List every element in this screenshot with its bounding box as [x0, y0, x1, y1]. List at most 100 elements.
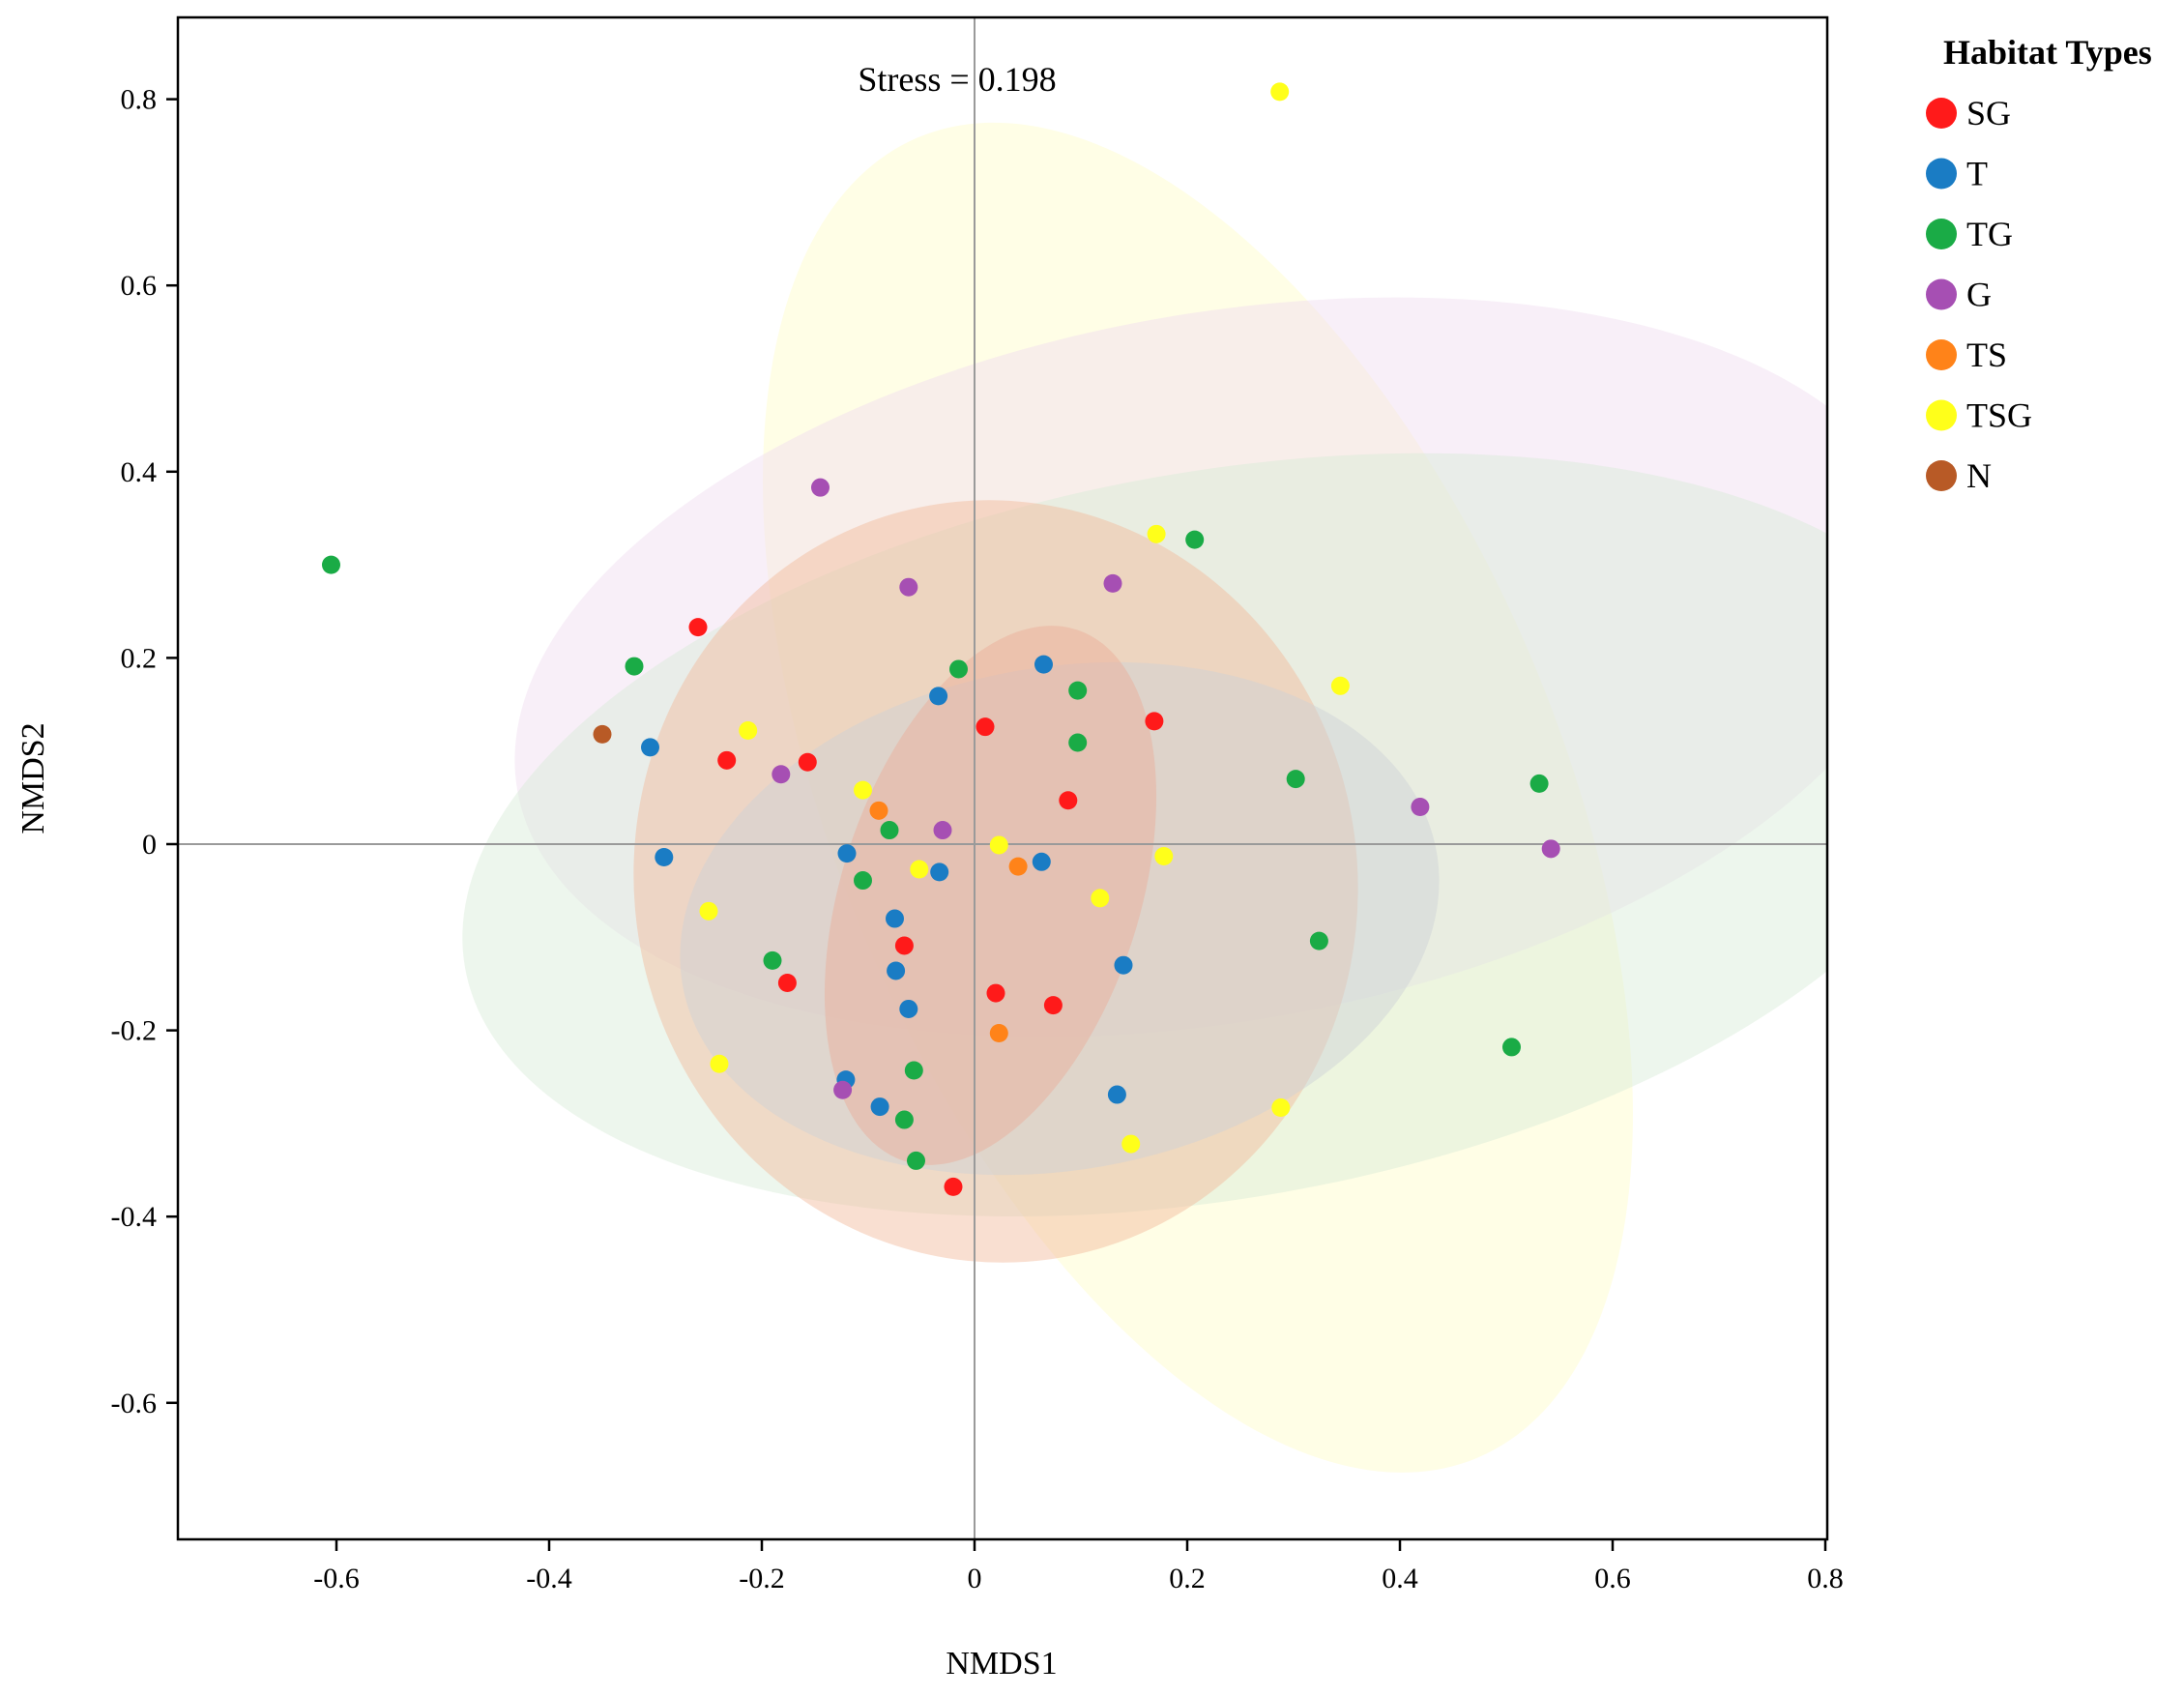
legend-label: T: [1966, 155, 1988, 193]
ellipse-sg: [824, 626, 1157, 1165]
y-tick-label: 0: [142, 829, 157, 861]
point-ts: [989, 1023, 1008, 1042]
point-sg: [798, 752, 817, 772]
point-t: [655, 847, 674, 866]
point-ts: [869, 801, 888, 820]
legend-item-sg: SG: [1926, 94, 2011, 132]
legend-marker: [1926, 399, 1957, 431]
point-sg: [1043, 996, 1063, 1015]
legend-marker: [1926, 460, 1957, 491]
point-tg: [1502, 1038, 1521, 1057]
point-n: [593, 724, 612, 744]
point-t: [930, 863, 949, 882]
ellipse-tg: [462, 453, 1827, 1216]
ellipse-g: [514, 297, 1827, 1038]
point-t: [886, 909, 904, 928]
legend-marker: [1926, 98, 1957, 129]
point-tg: [1068, 681, 1088, 700]
point-tg: [1309, 931, 1328, 950]
x-tick-label: -0.2: [739, 1563, 785, 1594]
point-sg: [777, 973, 797, 992]
x-tick-label: 0.6: [1594, 1563, 1631, 1594]
point-tsg: [710, 1054, 729, 1073]
point-sg: [1059, 791, 1078, 810]
y-tick-label: 0.6: [121, 270, 158, 302]
x-tick-label: -0.4: [526, 1563, 572, 1594]
point-g: [772, 765, 791, 784]
point-tg: [763, 950, 782, 970]
plot-frame: [176, 15, 1829, 1541]
point-t: [887, 961, 906, 980]
point-tsg: [1154, 847, 1174, 866]
y-tick-label: 0.8: [121, 84, 158, 116]
point-g: [933, 821, 952, 840]
legend-label: TS: [1966, 336, 2007, 374]
point-g: [833, 1080, 853, 1099]
y-axis-title: NMDS2: [15, 722, 51, 833]
point-tsg: [989, 835, 1008, 855]
point-tg: [1068, 733, 1088, 752]
point-tsg: [1271, 1098, 1291, 1118]
legend-marker: [1926, 219, 1957, 249]
confidence-ellipses: [462, 122, 1827, 1473]
legend-title: Habitat Types: [1943, 33, 2152, 72]
point-g: [1411, 797, 1430, 816]
legend-marker: [1926, 278, 1957, 310]
point-g: [1541, 839, 1560, 859]
y-tick-label: 0.4: [121, 456, 158, 488]
point-tsg: [739, 721, 758, 741]
point-t: [1114, 955, 1133, 975]
point-tg: [904, 1061, 923, 1080]
legend-marker: [1926, 339, 1957, 370]
point-sg: [976, 717, 995, 737]
point-t: [870, 1097, 889, 1117]
point-t: [929, 687, 948, 706]
point-tsg: [1330, 676, 1350, 695]
point-t: [1034, 655, 1053, 674]
x-tick-label: -0.6: [313, 1563, 360, 1594]
point-t: [641, 738, 659, 757]
x-axis-title: NMDS1: [946, 1646, 1057, 1681]
point-g: [899, 577, 918, 597]
legend-item-tg: TG: [1926, 215, 2013, 253]
point-g: [1103, 573, 1122, 593]
legend-item-g: G: [1926, 276, 1992, 314]
point-sg: [894, 936, 914, 955]
y-tick-label: -0.2: [111, 1015, 158, 1047]
point-tsg: [1147, 524, 1166, 543]
x-tick-label: 0: [968, 1563, 982, 1594]
point-sg: [944, 1177, 963, 1196]
point-tsg: [1270, 82, 1290, 102]
legend-label: G: [1966, 276, 1992, 314]
point-tsg: [1121, 1134, 1141, 1154]
point-sg: [986, 983, 1005, 1003]
point-t: [1107, 1085, 1126, 1104]
point-tg: [894, 1110, 914, 1129]
data-points: [322, 82, 1560, 1196]
point-tg: [322, 555, 340, 574]
legend-label: TSG: [1966, 396, 2032, 435]
x-tick-label: 0.4: [1382, 1563, 1418, 1594]
y-tick-label: -0.4: [111, 1201, 158, 1233]
point-sg: [1145, 712, 1164, 731]
ellipse-tsg: [763, 122, 1633, 1473]
point-sg: [688, 618, 708, 637]
point-tg: [949, 659, 968, 679]
legend-item-tsg: TSG: [1926, 396, 2032, 435]
point-tsg: [854, 780, 872, 800]
y-tick-label: -0.6: [111, 1388, 158, 1419]
point-tg: [854, 871, 872, 891]
point-tsg: [910, 860, 929, 879]
point-t: [1032, 852, 1051, 871]
point-tsg: [699, 901, 718, 921]
legend: SG T TG G TS TSG N: [1926, 94, 2032, 495]
legend-item-n: N: [1926, 456, 1992, 495]
legend-label: N: [1966, 456, 1992, 495]
point-g: [811, 478, 830, 497]
point-t: [899, 999, 918, 1018]
point-tg: [907, 1151, 925, 1170]
point-tg: [1529, 774, 1549, 793]
point-tsg: [1091, 889, 1110, 908]
legend-label: TG: [1966, 215, 2013, 253]
